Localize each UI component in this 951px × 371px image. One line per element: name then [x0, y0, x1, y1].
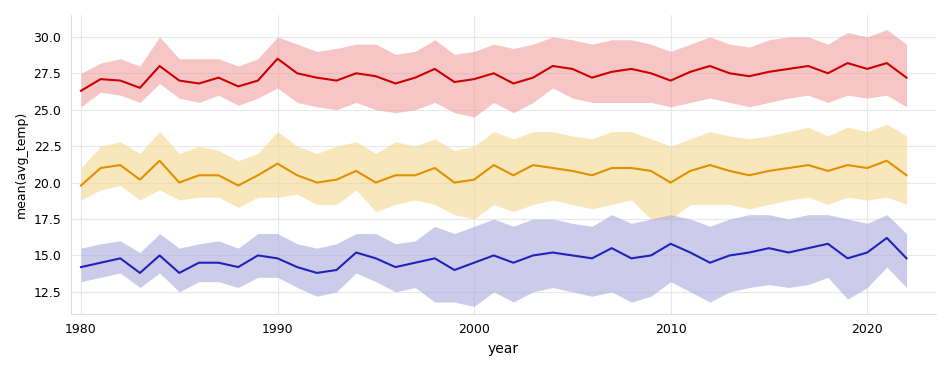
Y-axis label: mean(avg_temp): mean(avg_temp)	[15, 111, 28, 218]
X-axis label: year: year	[488, 342, 519, 356]
